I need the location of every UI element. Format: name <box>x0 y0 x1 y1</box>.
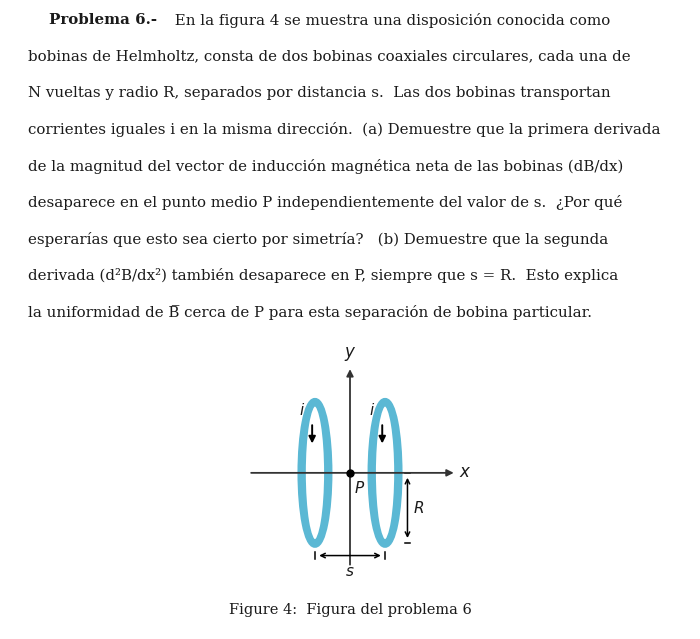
Text: esperarías que esto sea cierto por simetría?   (b) Demuestre que la segunda: esperarías que esto sea cierto por simet… <box>28 232 608 247</box>
Text: $R$: $R$ <box>413 500 424 516</box>
Text: $i$: $i$ <box>370 402 375 418</box>
Text: bobinas de Helmholtz, consta de dos bobinas coaxiales circulares, cada una de: bobinas de Helmholtz, consta de dos bobi… <box>28 49 631 63</box>
Text: N vueltas y radio R, separados por distancia s.  Las dos bobinas transportan: N vueltas y radio R, separados por dista… <box>28 86 610 100</box>
Text: la uniformidad de B̅ cerca de P para esta separación de bobina particular.: la uniformidad de B̅ cerca de P para est… <box>28 305 592 320</box>
Text: $x$: $x$ <box>459 465 472 481</box>
Text: $i$: $i$ <box>300 402 305 418</box>
Text: En la figura 4 se muestra una disposición conocida como: En la figura 4 se muestra una disposició… <box>170 13 610 27</box>
Text: corrientes iguales i en la misma dirección.  (a) Demuestre que la primera deriva: corrientes iguales i en la misma direcci… <box>28 122 661 137</box>
Text: $y$: $y$ <box>344 345 356 363</box>
Text: Figure 4:  Figura del problema 6: Figure 4: Figura del problema 6 <box>229 603 471 617</box>
Text: derivada (d²B/dx²) también desaparece en P, siempre que s = R.  Esto explica: derivada (d²B/dx²) también desaparece en… <box>28 268 618 283</box>
Text: Problema 6.-: Problema 6.- <box>28 13 157 27</box>
Text: de la magnitud del vector de inducción magnética neta de las bobinas (dB/dx): de la magnitud del vector de inducción m… <box>28 159 623 174</box>
Text: $s$: $s$ <box>345 565 355 579</box>
Text: $P$: $P$ <box>354 480 365 496</box>
Text: desaparece en el punto medio P independientemente del valor de s.  ¿Por qué: desaparece en el punto medio P independi… <box>28 196 622 210</box>
